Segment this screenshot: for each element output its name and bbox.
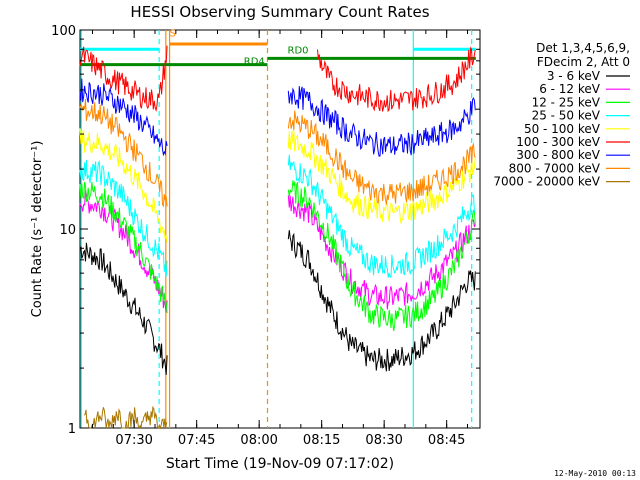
legend-title-1: FDecim 2, Att 0 xyxy=(537,55,630,69)
legend-label-3: 25 - 50 keV xyxy=(532,109,601,123)
x-tick-label-5: 08:45 xyxy=(428,433,465,448)
x-tick-label-0: 07:30 xyxy=(115,433,152,448)
annotation-1: RD0 xyxy=(288,46,309,57)
y-axis-label: Count Rate (s⁻¹ detector⁻¹) xyxy=(30,141,45,318)
x-tick-label-2: 08:00 xyxy=(240,433,277,448)
series-line-3 xyxy=(79,154,476,278)
series-6 xyxy=(79,78,476,157)
legend-label-7: 800 - 7000 keV xyxy=(509,161,601,175)
series-line-0 xyxy=(79,230,476,375)
annotations-layer: S RD0 RD4 xyxy=(170,28,309,67)
series-line-2 xyxy=(79,180,476,331)
series-line-7 xyxy=(79,99,476,208)
legend: Det 1,3,4,5,6,9,FDecim 2, Att 03 - 6 keV… xyxy=(493,41,630,189)
series-line-4 xyxy=(79,128,476,243)
series-2 xyxy=(79,180,476,331)
legend-title-0: Det 1,3,4,5,6,9, xyxy=(536,41,630,55)
x-tick-label-4: 08:30 xyxy=(365,433,402,448)
legend-label-5: 100 - 300 keV xyxy=(516,135,600,149)
legend-label-1: 6 - 12 keV xyxy=(539,82,601,96)
x-tick-label-3: 08:15 xyxy=(303,433,340,448)
series-line-5 xyxy=(79,45,476,113)
legend-label-4: 50 - 100 keV xyxy=(524,122,601,136)
series-line-8 xyxy=(83,405,168,430)
legend-label-2: 12 - 25 keV xyxy=(532,95,601,109)
y-tick-label-2: 100 xyxy=(51,24,76,39)
series-3 xyxy=(79,154,476,278)
series-0 xyxy=(79,230,476,375)
x-tick-label-1: 07:45 xyxy=(178,433,215,448)
series-7 xyxy=(79,99,476,208)
footer-date: 12-May-2010 00:13 xyxy=(554,469,636,478)
y-tick-label-0: 1 xyxy=(68,422,76,437)
annotation-0: S xyxy=(170,28,176,39)
legend-label-8: 7000 - 20000 keV xyxy=(493,175,600,189)
x-axis-label: Start Time (19-Nov-09 07:17:02) xyxy=(166,456,394,472)
legend-label-0: 3 - 6 keV xyxy=(547,69,601,83)
chart-title: HESSI Observing Summary Count Rates xyxy=(130,3,429,21)
state-bars xyxy=(80,42,476,67)
legend-label-6: 300 - 800 keV xyxy=(516,148,600,162)
annotation-2: RD4 xyxy=(244,57,265,68)
y-tick-label-1: 10 xyxy=(59,223,76,238)
series-layer xyxy=(79,45,476,430)
series-5 xyxy=(79,45,476,113)
series-line-6 xyxy=(79,78,476,157)
series-4 xyxy=(79,128,476,243)
tick-layer: 07:30 07:45 08:00 08:15 08:30 08:45 1 10 100 xyxy=(51,24,480,448)
series-8 xyxy=(83,405,168,430)
